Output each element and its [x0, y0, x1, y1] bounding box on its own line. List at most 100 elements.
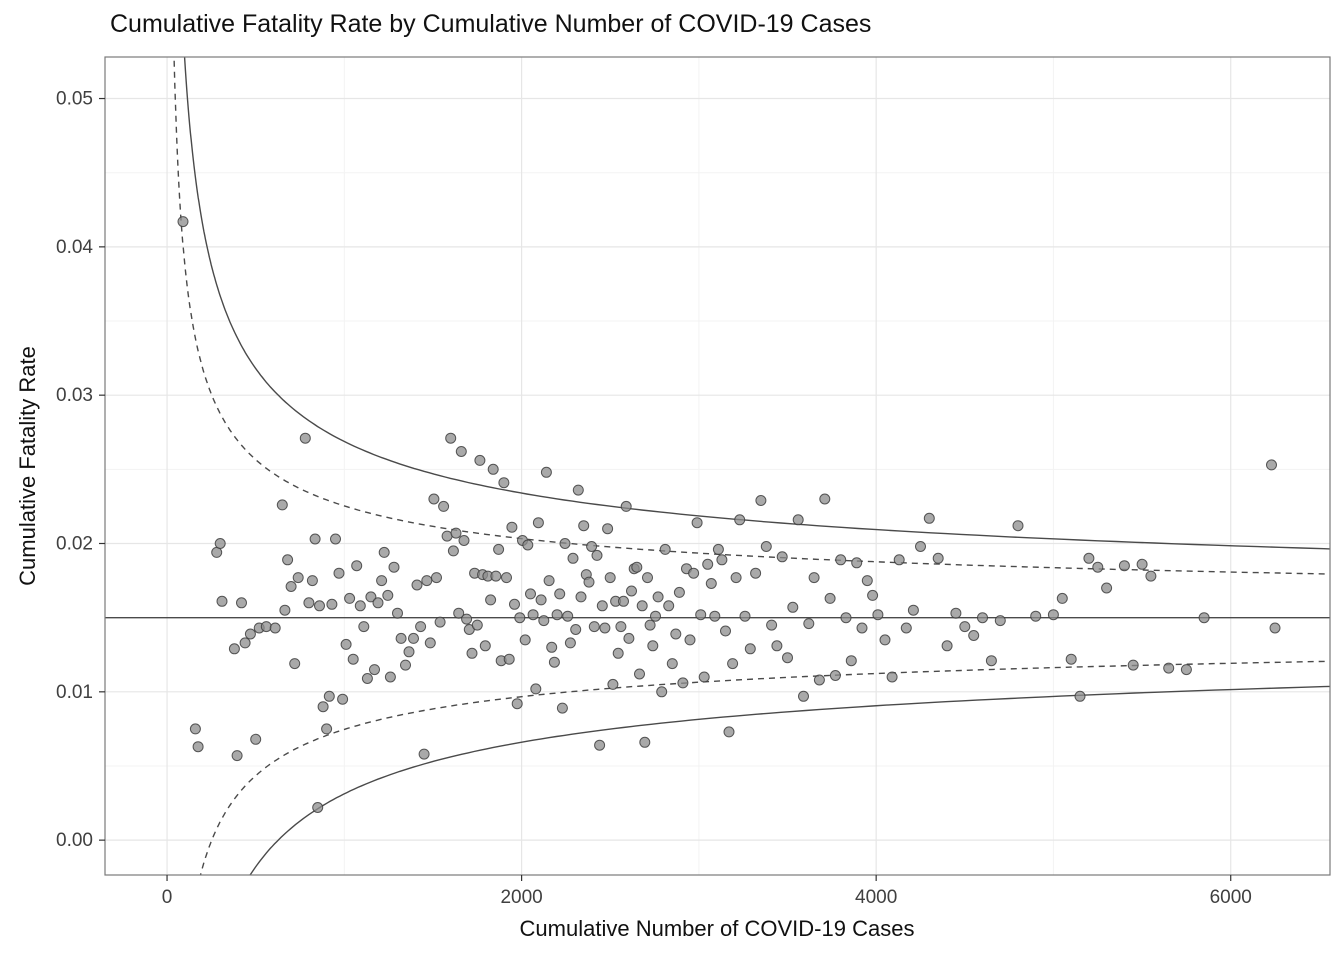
- data-point: [279, 604, 291, 616]
- data-point: [479, 640, 491, 652]
- data-point: [787, 601, 799, 613]
- data-point: [1083, 552, 1095, 564]
- data-point: [968, 630, 980, 641]
- data-point: [851, 557, 863, 569]
- data-point: [447, 545, 459, 557]
- data-point: [527, 609, 539, 621]
- funnel-curves-layer: [105, 57, 1330, 875]
- data-point: [1056, 592, 1068, 604]
- chart-title: Cumulative Fatality Rate by Cumulative N…: [110, 10, 872, 38]
- data-point: [620, 500, 632, 512]
- data-point: [829, 670, 841, 681]
- x-axis-title: Cumulative Number of COVID-19 Cases: [519, 916, 915, 941]
- data-point: [782, 652, 793, 664]
- data-point: [575, 591, 587, 603]
- data-point: [639, 736, 651, 748]
- data-point: [744, 643, 756, 655]
- data-point: [564, 637, 576, 649]
- data-point: [403, 646, 415, 658]
- data-point: [760, 541, 772, 552]
- data-point: [792, 514, 804, 526]
- data-point: [321, 723, 333, 735]
- data-point: [893, 554, 905, 566]
- data-point: [572, 484, 584, 496]
- data-point: [755, 495, 767, 506]
- data-point: [556, 702, 568, 714]
- data-point: [656, 686, 668, 698]
- data-point: [684, 634, 696, 646]
- data-point: [511, 698, 523, 710]
- data-point: [461, 613, 473, 625]
- data-point: [438, 500, 450, 512]
- data-point: [578, 520, 590, 532]
- data-point: [659, 543, 671, 555]
- funnel-lower-dashed-limit: [199, 660, 1330, 875]
- data-point: [358, 621, 370, 633]
- data-point: [498, 477, 510, 489]
- data-point: [466, 647, 478, 659]
- data-point: [900, 622, 912, 634]
- data-point: [418, 748, 430, 760]
- data-point: [623, 632, 635, 644]
- x-tick-label: 4000: [855, 887, 897, 908]
- data-point: [378, 546, 390, 558]
- data-point: [269, 622, 281, 634]
- data-point: [306, 575, 318, 587]
- data-point: [1136, 558, 1148, 570]
- data-point: [503, 653, 515, 665]
- data-point: [509, 598, 520, 610]
- funnel-upper-solid-limit: [183, 57, 1330, 550]
- data-point: [214, 538, 226, 549]
- data-point: [1163, 662, 1175, 674]
- data-point: [303, 597, 315, 609]
- data-point: [384, 671, 396, 683]
- data-point: [650, 610, 661, 622]
- data-point: [340, 638, 352, 650]
- data-point: [798, 690, 809, 702]
- data-point: [458, 535, 470, 546]
- data-point: [535, 594, 547, 606]
- data-point: [666, 658, 678, 670]
- data-point: [562, 610, 574, 622]
- data-point: [337, 693, 349, 705]
- panel-border: [104, 56, 1331, 876]
- data-point: [716, 554, 728, 566]
- x-tick-label: 6000: [1210, 887, 1252, 908]
- x-tick-label: 0: [162, 887, 173, 908]
- data-point: [382, 589, 394, 601]
- data-point: [285, 581, 297, 592]
- data-point: [289, 658, 301, 670]
- data-point: [354, 600, 366, 612]
- data-point: [594, 739, 606, 751]
- data-point: [236, 597, 247, 609]
- data-point: [766, 619, 778, 631]
- data-point: [1269, 622, 1281, 634]
- data-point: [525, 588, 536, 600]
- data-point: [514, 612, 526, 624]
- data-point: [615, 621, 627, 633]
- data-point: [326, 598, 338, 610]
- data-point: [861, 575, 873, 587]
- data-point: [879, 634, 891, 646]
- data-point: [400, 659, 411, 671]
- data-point: [493, 543, 505, 555]
- data-point: [670, 628, 682, 640]
- data-point: [702, 558, 714, 570]
- y-tick-label: 0.01: [56, 682, 93, 703]
- data-point: [392, 607, 403, 619]
- data-point: [455, 446, 467, 457]
- data-point: [1198, 612, 1210, 624]
- data-point: [604, 572, 616, 584]
- data-point: [803, 618, 815, 630]
- data-point: [840, 612, 852, 624]
- data-point: [1101, 582, 1113, 594]
- data-point: [312, 802, 324, 813]
- data-point: [750, 567, 762, 579]
- data-point: [867, 589, 879, 601]
- data-point: [369, 664, 380, 676]
- data-point: [471, 619, 483, 631]
- grid-layer: [105, 57, 1330, 875]
- data-point: [872, 609, 884, 621]
- data-point: [739, 610, 751, 622]
- data-point: [845, 655, 857, 667]
